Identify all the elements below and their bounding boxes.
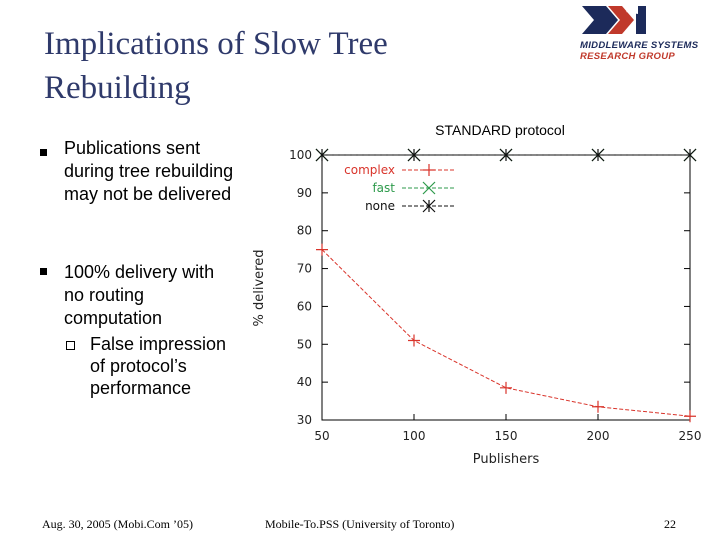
x-tick-label: 150: [495, 429, 518, 443]
legend-marker-fast: [422, 181, 436, 195]
bullet-marker-1: [40, 149, 47, 156]
legend-marker-none: [422, 199, 436, 213]
y-tick-label: 100: [289, 148, 312, 162]
data-point-none: [591, 148, 605, 162]
x-tick-label: 50: [314, 429, 329, 443]
footer-date: Aug. 30, 2005 (Mobi.Com ’05): [42, 517, 193, 531]
series-none: [315, 148, 697, 162]
x-tick-label: 100: [403, 429, 426, 443]
data-point-complex: [684, 410, 696, 423]
page-number: 22: [664, 517, 676, 531]
data-point-complex: [500, 381, 512, 394]
bullet-marker-2: [40, 268, 47, 275]
bullet-1-text: Publications sent during tree rebuilding…: [64, 138, 234, 204]
data-point-none: [315, 148, 329, 162]
y-axis-label: % delivered: [252, 250, 267, 327]
delivery-chart: STANDARD protocol 30 40 50 60 70 80 90 100 50 100…: [252, 122, 702, 467]
x-axis-label: Publishers: [473, 452, 540, 467]
y-tick-label: 70: [297, 262, 312, 276]
logo-line1: MIDDLEWARE SYSTEMS: [580, 40, 699, 51]
legend-label-fast: fast: [372, 181, 395, 195]
x-tick-label: 200: [587, 429, 610, 443]
data-point-none: [499, 148, 513, 162]
logo-line2: RESEARCH GROUP: [580, 51, 675, 62]
data-point-complex: [408, 334, 420, 347]
sub-bullet-text: False impression of protocol’s performan…: [90, 334, 227, 398]
x-tick-label: 250: [679, 429, 702, 443]
series-line-complex: [321, 249, 691, 417]
chart-title: STANDARD protocol: [435, 122, 565, 138]
legend-label-none: none: [365, 199, 395, 213]
legend-label-complex: complex: [344, 163, 395, 177]
y-tick-label: 40: [297, 375, 312, 389]
y-tick-label: 90: [297, 186, 312, 200]
y-tick-label: 50: [297, 337, 312, 351]
footer-venue: Mobile-To.PSS (University of Toronto): [265, 517, 455, 531]
logo-graphic: [582, 4, 646, 34]
data-point-none: [683, 148, 697, 162]
data-point-none: [407, 148, 421, 162]
sub-bullet-marker: [66, 341, 75, 350]
bullet-2-text: 100% delivery with no routing computatio…: [64, 262, 215, 328]
y-tick-label: 80: [297, 224, 312, 238]
data-point-complex: [316, 243, 328, 256]
slide-title: Implications of Slow Tree Rebuilding: [44, 26, 388, 106]
series-complex: [316, 243, 696, 423]
y-tick-label: 60: [297, 299, 312, 313]
data-point-complex: [592, 400, 604, 413]
legend-marker-complex: [423, 164, 435, 176]
y-tick-label: 30: [297, 413, 312, 427]
